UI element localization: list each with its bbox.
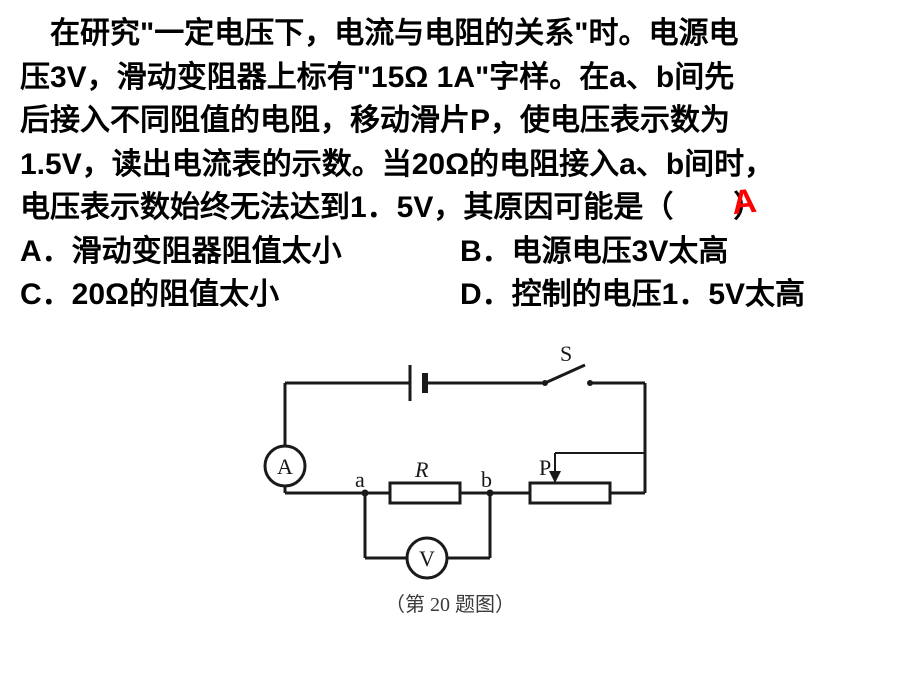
option-b[interactable]: B．电源电压3V太高 — [460, 230, 900, 274]
switch-label: S — [560, 343, 572, 366]
stem-line: 压3V，滑动变阻器上标有"15Ω 1A"字样。在a、b间先 — [20, 56, 900, 100]
slider-label: P — [539, 455, 551, 480]
resistor-label: R — [414, 457, 429, 482]
option-c[interactable]: C．20Ω的阻值太小 — [20, 273, 460, 317]
stem-line: 1.5V，读出电流表的示数。当20Ω的电阻接入a、b间时， — [20, 143, 900, 187]
node-b-label: b — [481, 467, 492, 492]
stem-line: 后接入不同阻值的电阻，移动滑片P，使电压表示数为 — [20, 99, 900, 143]
options-row: A．滑动变阻器阻值太小 B．电源电压3V太高 C．20Ω的阻值太小 D．控制的电… — [20, 230, 900, 317]
stem-line: 在研究"一定电压下，电流与电阻的关系"时。电源电 — [20, 12, 900, 56]
ammeter-label: A — [277, 454, 293, 479]
option-d[interactable]: D．控制的电压1．5V太高 — [460, 273, 900, 317]
question-block: 在研究"一定电压下，电流与电阻的关系"时。电源电 压3V，滑动变阻器上标有"15… — [0, 0, 920, 317]
node-a-label: a — [355, 467, 365, 492]
diagram-caption: （第 20 题图） — [385, 593, 515, 616]
stem-line: 电压表示数始终无法达到1．5V，其原因可能是（ ） — [20, 186, 900, 230]
voltmeter-label: V — [419, 546, 435, 571]
circuit-diagram: S A a R b P — [0, 343, 920, 623]
option-a[interactable]: A．滑动变阻器阻值太小 — [20, 230, 460, 274]
